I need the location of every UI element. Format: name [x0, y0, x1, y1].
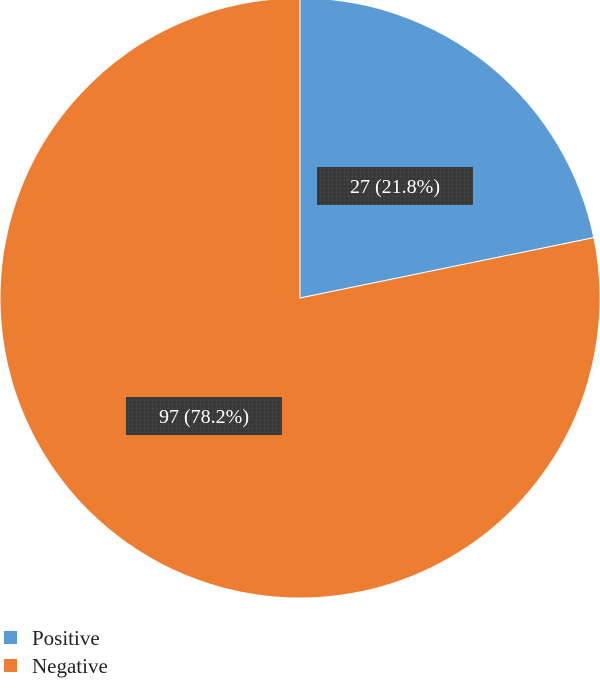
- legend-label: Negative: [32, 654, 108, 678]
- legend-label: Positive: [32, 626, 100, 650]
- legend: Positive Negative: [4, 626, 108, 678]
- pie-slice-positive: [299, 0, 595, 299]
- legend-item-positive: Positive: [4, 626, 100, 650]
- pie-slices: [0, 0, 600, 599]
- pie-data-labels: 27 (21.8%) 97 (78.2%): [126, 167, 473, 435]
- data-label-text: 97 (78.2%): [159, 406, 249, 428]
- data-label-negative: 97 (78.2%): [126, 397, 282, 435]
- legend-swatch: [4, 631, 17, 644]
- data-label-box: [317, 167, 473, 205]
- data-label-positive: 27 (21.8%): [317, 167, 473, 205]
- legend-swatch: [4, 659, 17, 672]
- legend-item-negative: Negative: [4, 654, 108, 678]
- data-label-box: [126, 397, 282, 435]
- data-label-text: 27 (21.8%): [350, 176, 440, 198]
- pie-slice-negative: [0, 0, 600, 599]
